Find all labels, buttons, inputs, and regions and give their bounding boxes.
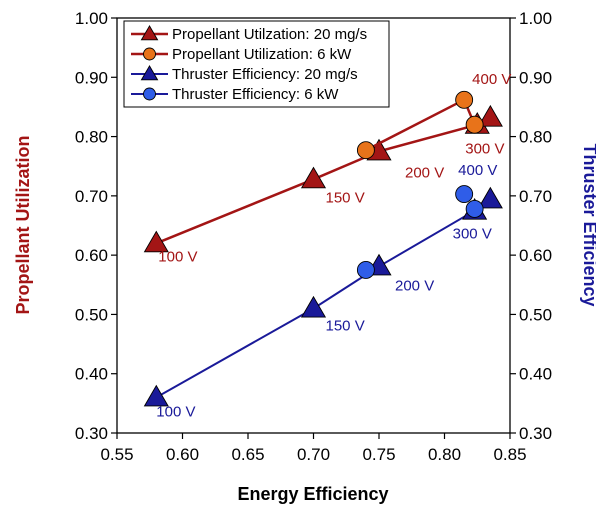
data-label: 150 V <box>326 189 365 206</box>
data-label: 400 V <box>458 162 497 179</box>
triangle-marker <box>143 384 169 407</box>
tick-marks: 0.55 0.60 0.65 0.70 0.75 0.80 0.85 0.30 0.30 0.40… <box>75 9 552 464</box>
series-4 <box>356 185 484 279</box>
data-label: 300 V <box>465 141 504 158</box>
y-tick-label-right: 0.90 <box>519 68 552 87</box>
data-label: 200 V <box>395 277 434 294</box>
legend-box <box>123 20 390 108</box>
y-tick-label-left: 0.50 <box>75 305 108 324</box>
y-axis-title-right: Thruster Efficiency <box>580 143 596 306</box>
circle-marker <box>455 90 474 109</box>
x-tick-label: 0.65 <box>231 445 264 464</box>
x-tick-label: 0.80 <box>428 445 461 464</box>
y-tick-label-right: 0.40 <box>519 365 552 384</box>
circle-marker <box>356 141 375 160</box>
y-tick-label-right: 0.70 <box>519 187 552 206</box>
data-label: 400 V <box>472 71 511 88</box>
triangle-marker <box>477 104 503 127</box>
y-tick-label-left: 1.00 <box>75 9 108 28</box>
triangle-marker <box>300 166 327 189</box>
data-label: 300 V <box>453 226 492 243</box>
circle-marker <box>465 115 484 134</box>
y-tick-label-right: 0.80 <box>519 128 552 147</box>
legend-label: Thruster Efficiency: 6 kW <box>172 86 339 103</box>
x-tick-label: 0.85 <box>493 445 526 464</box>
x-tick-label: 0.75 <box>362 445 395 464</box>
y-tick-label-left: 0.40 <box>75 365 108 384</box>
series-3 <box>143 186 503 407</box>
legend-circle-marker <box>143 47 156 61</box>
circle-marker <box>356 261 375 279</box>
x-tick-label: 0.70 <box>297 445 330 464</box>
circle-marker <box>455 185 474 204</box>
triangle-marker <box>477 186 503 209</box>
data-label: 100 V <box>156 403 195 420</box>
y-tick-label-left: 0.60 <box>75 246 108 265</box>
data-label: 200 V <box>405 164 444 181</box>
series-line <box>155 198 491 399</box>
legend-triangle-marker <box>140 65 159 81</box>
x-tick-label: 0.60 <box>166 445 199 464</box>
y-tick-label-right: 1.00 <box>519 9 552 28</box>
x-axis-title: Energy Efficiency <box>237 484 388 504</box>
y-tick-label-left: 0.70 <box>75 187 108 206</box>
x-tick-label: 0.55 <box>100 445 133 464</box>
triangle-marker <box>143 230 169 253</box>
legend-triangle-marker <box>140 25 159 41</box>
legend: Propellant Utilzation: 20 mg/s Propellant… <box>123 20 390 108</box>
circle-marker <box>465 199 484 218</box>
series-2 <box>356 90 484 160</box>
y-tick-label-right: 0.30 <box>519 424 552 443</box>
y-axis-title-left: Propellant Utilization <box>13 135 33 314</box>
data-label: 100 V <box>158 248 197 265</box>
y-tick-label-left: 0.30 <box>75 424 108 443</box>
legend-label: Propellant Utilization: 6 kW <box>172 46 352 63</box>
series-group <box>143 90 503 407</box>
y-tick-label-right: 0.60 <box>519 246 552 265</box>
series-1 <box>143 104 503 253</box>
legend-label: Thruster Efficiency: 20 mg/s <box>172 66 358 83</box>
triangle-marker <box>300 295 327 318</box>
legend-circle-marker <box>143 87 156 101</box>
y-tick-label-left: 0.80 <box>75 128 108 147</box>
data-labels: 100 V 150 V 200 V 300 V 400 V 100 V 150 V 200 V… <box>156 71 511 421</box>
legend-label: Propellant Utilzation: 20 mg/s <box>172 26 367 43</box>
y-tick-label-right: 0.50 <box>519 305 552 324</box>
data-label: 150 V <box>326 318 365 335</box>
y-tick-label-left: 0.90 <box>75 68 108 87</box>
